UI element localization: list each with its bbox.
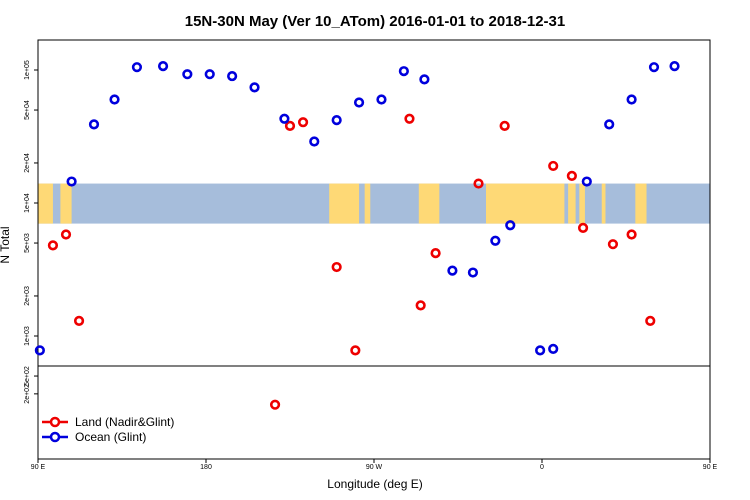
land-point [60,229,72,240]
map-land [60,183,72,224]
map-land [38,183,53,224]
ocean-point [376,94,387,105]
land-point [404,113,415,124]
x-axis: 90 E 180 90 W 0 90 E [31,459,718,471]
data-points [34,60,680,410]
map-land [418,183,440,224]
map-land [329,183,360,224]
ocean-point [109,94,120,105]
x-axis-label: Longitude (deg E) [327,477,422,491]
map-band [38,183,710,224]
map-land [635,183,647,224]
land-point [499,120,510,131]
land-point [284,120,296,131]
ocean-point [467,267,479,278]
ocean-point [669,60,680,72]
ocean-point [419,74,430,85]
land-point [626,229,637,240]
legend-marker-ocean [49,431,61,443]
x-tick-label: 90 E [703,464,718,471]
ocean-point [548,343,559,354]
land-point [577,222,589,233]
legend-label-ocean: Ocean (Glint) [75,430,146,444]
x-tick-label: 90 W [366,464,383,471]
y-tick-label: 5e+03 [24,233,31,253]
y-axis-label: N Total [0,226,12,263]
ocean-point [447,265,458,276]
x-tick-label: 0 [540,464,544,471]
ocean-point [34,345,45,356]
x-tick-label: 90 E [31,464,46,471]
ocean-point [604,119,615,130]
y-tick-label: 2e+04 [24,153,31,173]
ocean-point [204,69,215,80]
ocean-point [581,176,592,187]
legend-item-land: Land (Nadir&Glint) [42,415,174,429]
map-land [568,183,576,224]
legend: Land (Nadir&Glint) Ocean (Glint) [42,415,174,444]
y-tick-label: 1e+03 [24,326,31,346]
y-tick-label: 5e+02 [24,366,31,386]
legend-marker-land [49,416,61,428]
y-tick-label: 2e+02 [24,384,31,404]
ocean-point [309,136,320,147]
map-land [364,183,371,224]
map-land [486,183,565,224]
ocean-point [157,60,169,72]
land-point [430,248,441,259]
ocean-point [131,62,143,73]
land-point [607,239,619,250]
ocean-point [331,115,342,126]
y-tick-label: 1e+04 [24,193,31,213]
ocean-point [648,62,660,73]
land-point [47,240,59,251]
land-point [566,170,577,181]
ocean-point [182,69,193,80]
ocean-point [249,82,260,93]
land-point [297,117,309,128]
land-point [548,160,559,172]
map-land [579,183,585,224]
land-point [269,399,281,410]
ocean-point [88,119,100,130]
ocean-point [353,97,365,108]
y-tick-label: 5e+04 [24,100,31,120]
ocean-point [505,220,516,231]
chart-title: 15N-30N May (Ver 10_ATom) 2016-01-01 to … [185,13,565,30]
land-point [473,178,484,189]
ocean-point [535,345,546,356]
land-point [331,261,342,273]
ocean-point [490,235,501,246]
ocean-point [626,94,637,105]
land-point [350,345,361,356]
legend-label-land: Land (Nadir&Glint) [75,415,174,429]
y-tick-label: 2e+03 [24,286,31,306]
ocean-point [227,70,238,82]
y-tick-label: 1e+05 [24,60,31,80]
ocean-point [398,66,409,77]
map-land [601,183,606,224]
legend-item-ocean: Ocean (Glint) [42,430,146,444]
x-tick-label: 180 [200,464,212,471]
land-point [645,315,656,326]
map-ocean [38,183,710,224]
plot-frame [37,39,711,460]
land-point [415,300,426,311]
ocean-point [66,176,77,187]
land-point [73,315,85,326]
plot-border [37,39,711,460]
ocean-point [279,113,290,124]
